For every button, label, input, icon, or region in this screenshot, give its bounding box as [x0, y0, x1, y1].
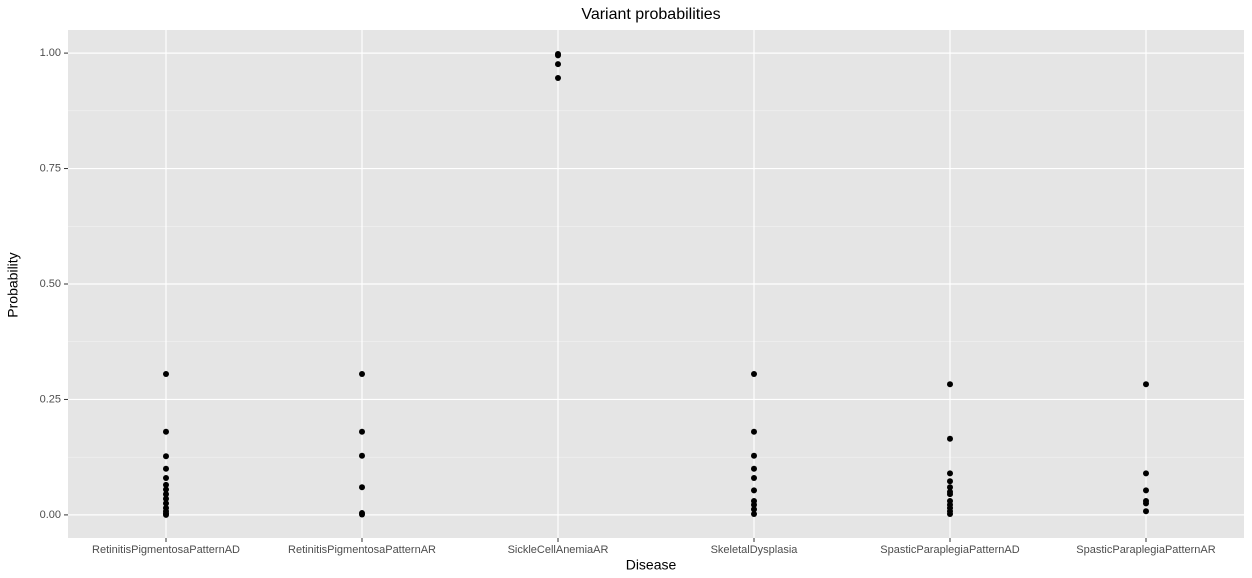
- x-tick-label: RetinitisPigmentosaPatternAR: [288, 544, 436, 556]
- chart-title: Variant probabilities: [581, 6, 720, 23]
- point: [163, 428, 169, 435]
- y-tick-label: 0.50: [40, 278, 61, 290]
- point: [163, 465, 169, 472]
- point: [751, 452, 757, 459]
- point: [947, 478, 953, 485]
- point: [163, 481, 169, 488]
- x-tick-label: SickleCellAnemiaAR: [508, 544, 609, 556]
- x-tick-label: SpasticParaplegiaPatternAD: [880, 544, 1019, 556]
- point: [555, 75, 561, 82]
- y-tick-label: 0.00: [40, 509, 61, 521]
- point: [947, 470, 953, 477]
- point: [947, 381, 953, 388]
- y-tick-label: 0.75: [40, 162, 61, 174]
- point: [163, 495, 169, 502]
- point: [163, 511, 169, 518]
- point: [947, 510, 953, 517]
- point: [1143, 381, 1149, 388]
- point: [947, 491, 953, 498]
- point: [751, 474, 757, 481]
- point: [163, 486, 169, 493]
- x-tick-label: RetinitisPigmentosaPatternAD: [92, 544, 240, 556]
- point: [163, 500, 169, 507]
- point: [751, 487, 757, 494]
- point: [359, 484, 365, 491]
- point: [555, 61, 561, 68]
- point: [751, 501, 757, 508]
- point: [163, 371, 169, 378]
- y-axis-label: Probability: [5, 252, 21, 317]
- x-axis-label: Disease: [626, 557, 677, 573]
- point: [359, 511, 365, 518]
- point: [163, 474, 169, 481]
- x-tick-label: SkeletalDysplasia: [711, 544, 799, 556]
- x-tick-label: SpasticParaplegiaPatternAR: [1076, 544, 1215, 556]
- point: [947, 435, 953, 442]
- point: [1143, 508, 1149, 515]
- point: [751, 506, 757, 513]
- point: [359, 371, 365, 378]
- point: [163, 491, 169, 498]
- point: [359, 428, 365, 435]
- y-tick-label: 0.25: [40, 393, 61, 405]
- point: [751, 465, 757, 472]
- point: [1143, 487, 1149, 494]
- point: [751, 428, 757, 435]
- point: [947, 484, 953, 491]
- point: [1143, 500, 1149, 507]
- point: [163, 453, 169, 460]
- y-tick-label: 1.00: [40, 47, 61, 59]
- point: [1143, 470, 1149, 477]
- point: [555, 52, 561, 59]
- point: [359, 452, 365, 459]
- point: [751, 371, 757, 378]
- point: [751, 510, 757, 517]
